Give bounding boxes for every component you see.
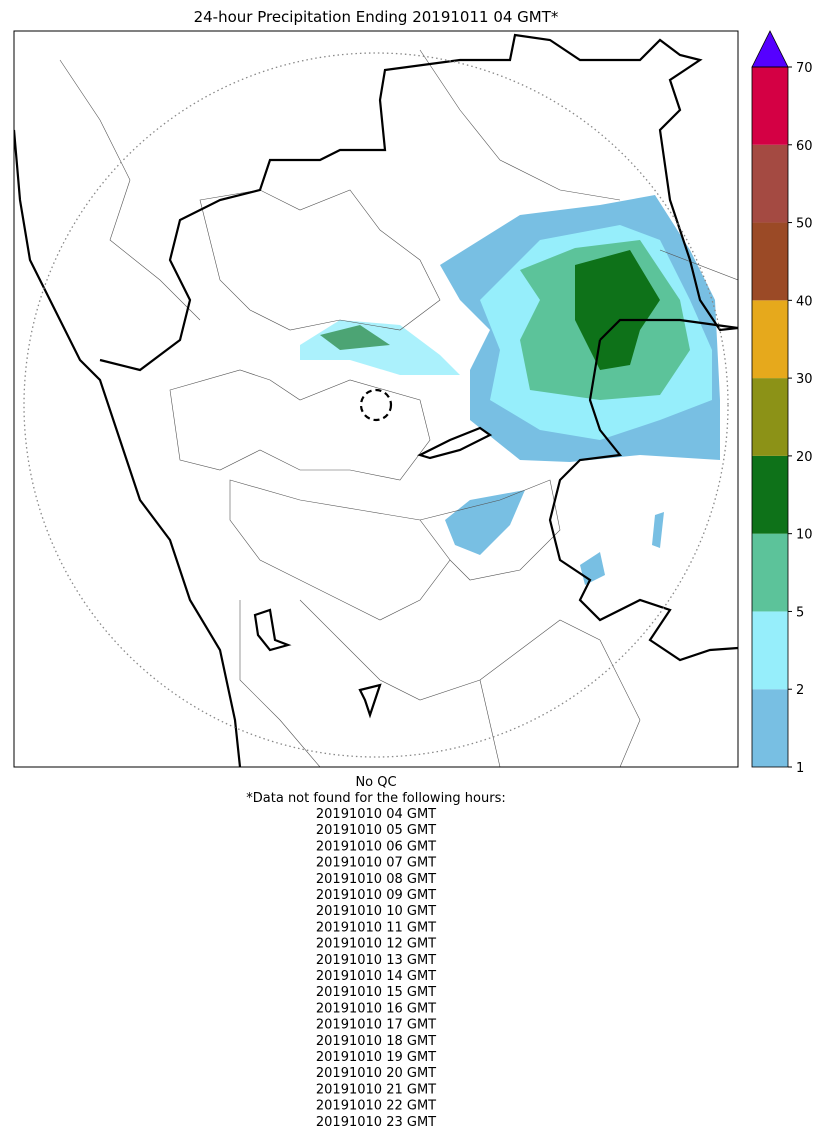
colorbar-segment <box>752 67 788 145</box>
missing-hour: 20191010 13 GMT <box>316 953 436 968</box>
colorbar-segment <box>752 222 788 301</box>
colorbar-segment <box>752 455 788 534</box>
colorbar-tick-label: 30 <box>796 372 813 387</box>
missing-hour: 20191010 08 GMT <box>316 872 436 887</box>
missing-hour: 20191010 11 GMT <box>316 920 436 935</box>
district-borders <box>59 49 738 767</box>
missing-hour: 20191010 14 GMT <box>316 969 436 984</box>
colorbar-segment <box>752 533 788 612</box>
radar-range <box>23 52 729 758</box>
missing-hour: 20191010 19 GMT <box>316 1050 436 1065</box>
missing-hour: 20191010 10 GMT <box>316 904 436 919</box>
missing-hour: 20191010 12 GMT <box>316 937 436 952</box>
colorbar-tick-label: 5 <box>796 605 804 620</box>
colorbar-tick-label: 50 <box>796 217 813 232</box>
colorbar-segment <box>752 378 788 456</box>
colorbar-segment <box>752 689 788 767</box>
missing-hour: 20191010 17 GMT <box>316 1018 436 1033</box>
missing-hour: 20191010 09 GMT <box>316 888 436 903</box>
missing-hour: 20191010 06 GMT <box>316 839 436 854</box>
missing-hour: 20191010 05 GMT <box>316 823 436 838</box>
missing-heading: *Data not found for the following hours: <box>246 791 505 806</box>
colorbar: 1 2 5 10 20 30 40 50 60 70 <box>751 30 813 776</box>
colorbar-segment <box>752 300 788 379</box>
colorbar-segment <box>752 144 788 223</box>
map-frame <box>13 30 739 768</box>
map <box>13 30 739 768</box>
colorbar-tick-label: 2 <box>796 683 804 698</box>
colorbar-tick-label: 70 <box>796 61 813 76</box>
missing-hour: 20191010 18 GMT <box>316 1034 436 1049</box>
missing-hour: 20191010 22 GMT <box>316 1099 436 1114</box>
radar-site <box>359 388 393 422</box>
colorbar-segment <box>752 611 788 690</box>
precipitation <box>300 195 720 585</box>
colorbar-tick-label: 60 <box>796 139 813 154</box>
map-title: 24-hour Precipitation Ending 20191011 04… <box>194 8 559 26</box>
missing-hour: 20191010 16 GMT <box>316 1001 436 1016</box>
missing-hour: 20191010 04 GMT <box>316 807 436 822</box>
missing-hour: 20191010 23 GMT <box>316 1115 436 1130</box>
missing-hour: 20191010 21 GMT <box>316 1082 436 1097</box>
qc-note: No QC <box>355 775 396 790</box>
colorbar-tick-label: 10 <box>796 528 813 543</box>
state-borders <box>14 33 738 767</box>
colorbar-frame <box>751 66 789 768</box>
colorbar-tick-label: 20 <box>796 450 813 465</box>
colorbar-tick-label: 40 <box>796 294 813 309</box>
missing-hour: 20191010 20 GMT <box>316 1066 436 1081</box>
colorbar-tick-label: 1 <box>796 761 804 776</box>
missing-hour: 20191010 15 GMT <box>316 985 436 1000</box>
colorbar-extend <box>751 30 789 68</box>
missing-hour: 20191010 07 GMT <box>316 856 436 871</box>
